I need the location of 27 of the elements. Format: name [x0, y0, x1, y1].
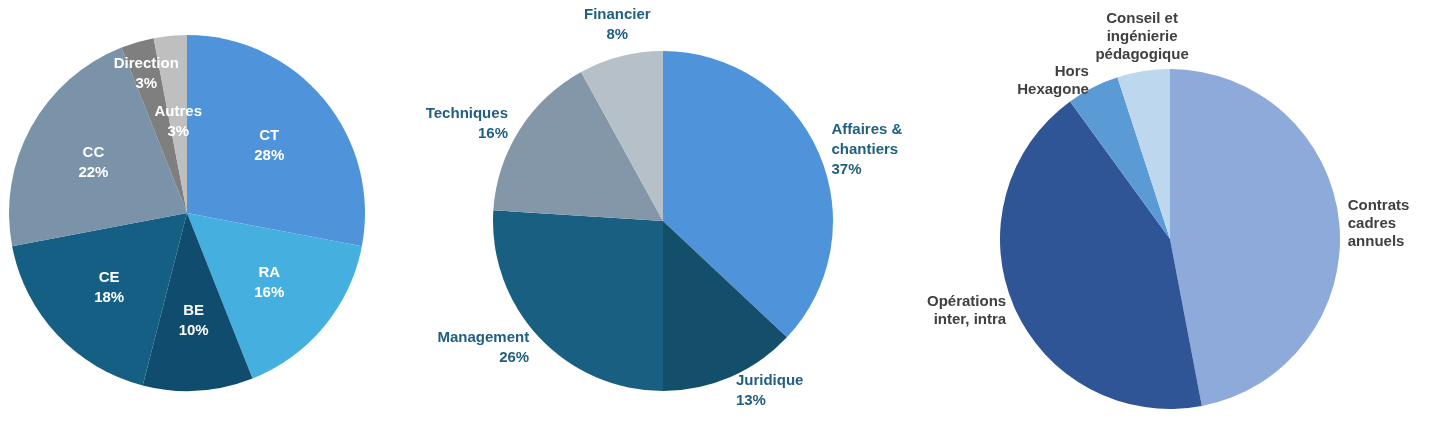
slice-label: Hors Hexagone: [1017, 62, 1089, 98]
data-label: 10%: [178, 321, 209, 339]
slice-label: Conseil et ingénierie pédagogique: [1095, 9, 1189, 63]
data-label: 16%: [254, 282, 285, 300]
data-label: 16%: [477, 124, 508, 142]
slice-label: Juridique: [735, 371, 804, 388]
data-label: 28%: [254, 146, 285, 164]
slice-label: CT: [259, 126, 280, 144]
slice-label: BE: [183, 301, 205, 319]
data-label: 22%: [78, 163, 109, 181]
data-label: 26%: [499, 348, 530, 366]
data-label: 3%: [135, 74, 158, 92]
data-label: 37%: [831, 159, 862, 177]
slice-label: CE: [98, 267, 120, 285]
slice-label: RA: [258, 262, 281, 280]
slice-label: Affaires & chantiers: [831, 119, 903, 157]
data-label: 13%: [735, 391, 766, 408]
slice-label: Financier: [584, 4, 651, 22]
slice-label: Opérations inter, intra: [926, 292, 1007, 328]
data-label: 18%: [94, 287, 125, 305]
slice-label: CC: [82, 143, 105, 161]
slice-label: Direction: [113, 54, 179, 72]
slice-label: Autres: [154, 102, 203, 120]
slice-label: Techniques: [425, 104, 508, 122]
slice-label: Contrats cadres annuels: [1347, 195, 1410, 249]
data-label: 8%: [606, 24, 629, 42]
slice-label: Management: [437, 328, 530, 346]
